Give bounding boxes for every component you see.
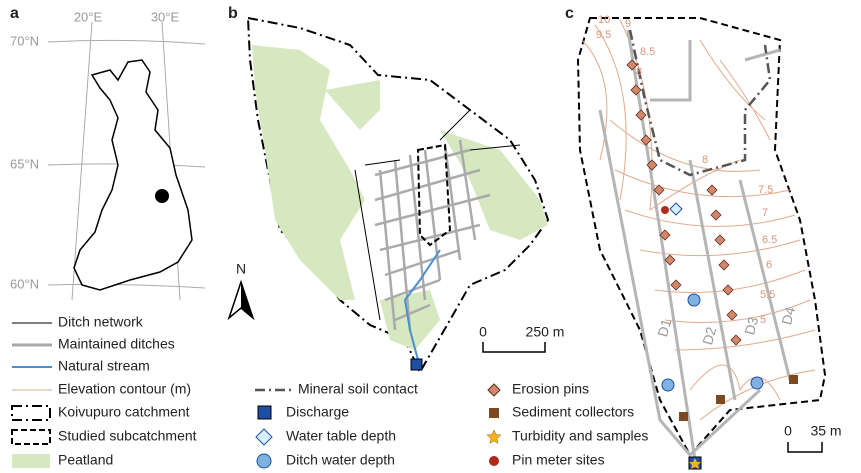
contour-label: 8 (702, 154, 708, 166)
legend-label: Peatland (58, 452, 113, 468)
lon-label: 20°E (74, 9, 103, 24)
sediment-collector (789, 375, 798, 384)
contour-label: 6.5 (762, 234, 777, 246)
scale-label: 0 (784, 423, 792, 439)
contour-label: 8 (636, 66, 642, 78)
scale-bar (483, 342, 545, 352)
contour-label: 10 (598, 14, 610, 26)
legend-label: Water table depth (286, 428, 396, 444)
contour-label: 7 (762, 207, 768, 219)
ditch-water-depth (688, 294, 700, 306)
pin-meter-site (661, 206, 669, 214)
legend-symbol (12, 454, 50, 468)
contour-label: 7.5 (758, 184, 773, 196)
panel-b: b N 0 250 m (228, 5, 564, 372)
panel-a: a 20°E 30°E 70°N 65°N 60°N (10, 5, 205, 300)
lat-label: 70°N (10, 33, 39, 48)
legend-symbol (489, 456, 499, 466)
scale-label: 35 m (810, 423, 841, 439)
legend-label: Sediment collectors (512, 404, 634, 420)
panel-label: b (228, 5, 238, 22)
contour-label: 9.5 (596, 29, 611, 41)
panel-label: c (565, 5, 574, 22)
contour-label: 5.5 (760, 289, 775, 301)
contour-label: 8.5 (640, 46, 655, 58)
legend-symbol (256, 429, 272, 445)
panel-label: a (10, 5, 19, 22)
legend-label: Ditch network (58, 314, 144, 330)
finland-outline (74, 60, 192, 290)
legend-symbol (258, 406, 271, 419)
site-dot (155, 189, 169, 203)
scale-label: 250 m (526, 324, 565, 340)
legend-symbol (12, 406, 50, 420)
legend-label: Natural stream (58, 358, 150, 374)
sediment-collector (716, 395, 725, 404)
ditch-water-depth (662, 379, 674, 391)
legend-label: Pin meter sites (512, 452, 605, 468)
sediment-collector (679, 412, 688, 421)
scale-label: 0 (479, 324, 487, 340)
legend-symbol (488, 384, 500, 396)
legend-symbol (257, 454, 271, 468)
legend-label: Elevation contour (m) (58, 381, 191, 397)
lon-label: 30°E (151, 9, 180, 24)
scale-bar (788, 442, 822, 452)
discharge-marker (411, 359, 422, 370)
lat-label: 60°N (10, 276, 39, 291)
legend-label: Erosion pins (512, 381, 589, 397)
legend-label: Koivupuro catchment (58, 404, 190, 420)
subcatchment-outline (578, 18, 825, 455)
contour-label: 6 (766, 259, 772, 271)
figure: a 20°E 30°E 70°N 65°N 60°N b N 0 250 m c (0, 0, 861, 473)
legend-label: Maintained ditches (58, 336, 175, 352)
legend-label: Mineral soil contact (298, 381, 418, 397)
ditch-water-depth (751, 377, 763, 389)
legend-symbol (489, 408, 499, 418)
legend-symbol (12, 430, 50, 444)
legend-label: Turbidity and samples (512, 428, 648, 444)
lat-label: 65°N (10, 156, 39, 171)
panel-c: c 10 9.5 9 8.5 8 8 7.5 7 6.5 6 5.5 5 D1 … (565, 5, 842, 469)
legend-label: Ditch water depth (286, 452, 395, 468)
legend-label: Discharge (286, 404, 349, 420)
legend-symbol (487, 430, 501, 444)
north-label: N (236, 261, 246, 277)
legend-label: Studied subcatchment (58, 428, 197, 444)
north-arrow: N (229, 261, 253, 318)
contour-label: 9 (625, 18, 631, 30)
